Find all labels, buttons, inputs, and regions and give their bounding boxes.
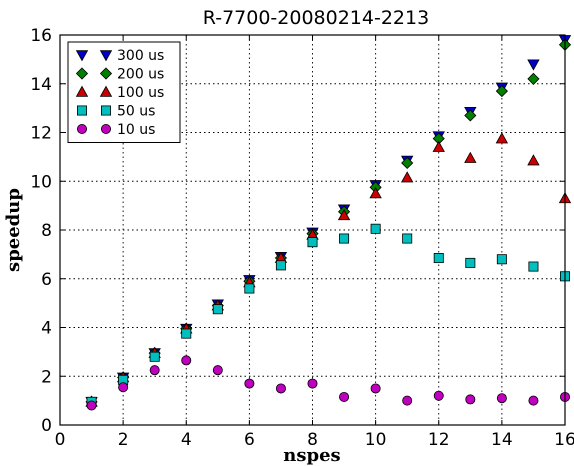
data-point — [149, 351, 160, 362]
data-point — [465, 394, 476, 405]
legend-marker — [99, 50, 113, 62]
y-tick-label: 8 — [41, 221, 52, 241]
data-point — [244, 378, 255, 389]
y-tick-label: 16 — [30, 26, 52, 46]
legend-label: 300 us — [117, 48, 164, 64]
data-point — [212, 365, 223, 376]
y-tick-label: 10 — [30, 172, 52, 192]
legend-marker — [77, 124, 88, 135]
data-point — [495, 132, 509, 144]
data-point — [527, 59, 540, 71]
legend-marker — [75, 67, 89, 80]
legend: 300 us 200 us 100 us 50 us 10 us — [67, 41, 181, 143]
data-point — [212, 304, 223, 315]
data-point — [149, 365, 160, 376]
data-point — [337, 209, 351, 221]
y-tick-label: 4 — [41, 319, 52, 339]
legend-marker — [101, 105, 112, 116]
y-tick-label: 0 — [41, 416, 52, 436]
legend-label: 100 us — [117, 85, 164, 101]
x-tick-label: 10 — [365, 430, 387, 450]
legend-box — [67, 41, 181, 143]
legend-marker — [77, 105, 88, 116]
data-point — [181, 328, 192, 339]
data-point — [495, 84, 508, 98]
legend-marker — [75, 50, 89, 62]
data-point — [402, 395, 413, 406]
data-point — [339, 233, 350, 244]
data-point — [402, 233, 413, 244]
data-point — [496, 254, 507, 265]
x-tick-label: 6 — [244, 430, 255, 450]
data-point — [181, 355, 192, 366]
data-point — [370, 383, 381, 394]
data-point — [339, 391, 350, 402]
y-tick-label: 14 — [30, 75, 52, 95]
y-axis-label: speedup — [3, 188, 24, 272]
y-tick-label: 6 — [41, 270, 52, 290]
data-point — [433, 253, 444, 264]
data-point — [527, 154, 540, 166]
plot-frame — [59, 34, 566, 426]
series-10-us — [86, 355, 571, 411]
x-axis-label: nspes — [283, 445, 340, 466]
data-point — [401, 171, 414, 183]
data-point — [527, 72, 540, 85]
x-tick-label: 2 — [118, 430, 129, 450]
data-point — [275, 383, 286, 394]
y-tick-label: 2 — [41, 367, 52, 387]
x-tick-label: 0 — [55, 430, 66, 450]
legend-marker — [99, 85, 113, 97]
legend-label: 10 us — [117, 122, 155, 138]
x-tick-label: 8 — [307, 430, 318, 450]
legend-marker — [75, 85, 89, 97]
chart-title: R-7700-20080214-2213 — [203, 7, 429, 29]
data-point — [465, 257, 476, 268]
data-point — [86, 400, 97, 411]
data-point — [307, 237, 318, 248]
data-point — [275, 260, 286, 271]
data-point — [118, 382, 129, 393]
legend-label: 50 us — [117, 104, 155, 120]
legend-label: 200 us — [117, 67, 164, 83]
series-50-us — [86, 223, 571, 407]
data-point — [432, 140, 445, 152]
data-point — [464, 109, 477, 122]
data-point — [244, 283, 255, 294]
data-point — [528, 261, 539, 272]
data-point — [433, 390, 444, 401]
data-point — [496, 393, 507, 404]
data-markers — [85, 35, 572, 411]
legend-marker — [99, 67, 113, 80]
x-tick-label: 14 — [491, 430, 513, 450]
data-point — [401, 156, 414, 170]
axis-ticks: 0 2 4 6 8 10 12 14 16 0 2 4 6 8 10 12 14 16 — [30, 26, 574, 450]
data-point — [370, 223, 381, 234]
legend-marker — [101, 124, 112, 135]
x-tick-label: 4 — [181, 430, 192, 450]
y-tick-label: 12 — [30, 124, 52, 144]
data-point — [464, 151, 477, 163]
x-tick-label: 16 — [554, 430, 574, 450]
series-100-us — [85, 132, 572, 407]
data-point — [528, 395, 539, 406]
data-point — [369, 187, 382, 199]
data-point — [307, 378, 318, 389]
x-tick-label: 12 — [428, 430, 450, 450]
